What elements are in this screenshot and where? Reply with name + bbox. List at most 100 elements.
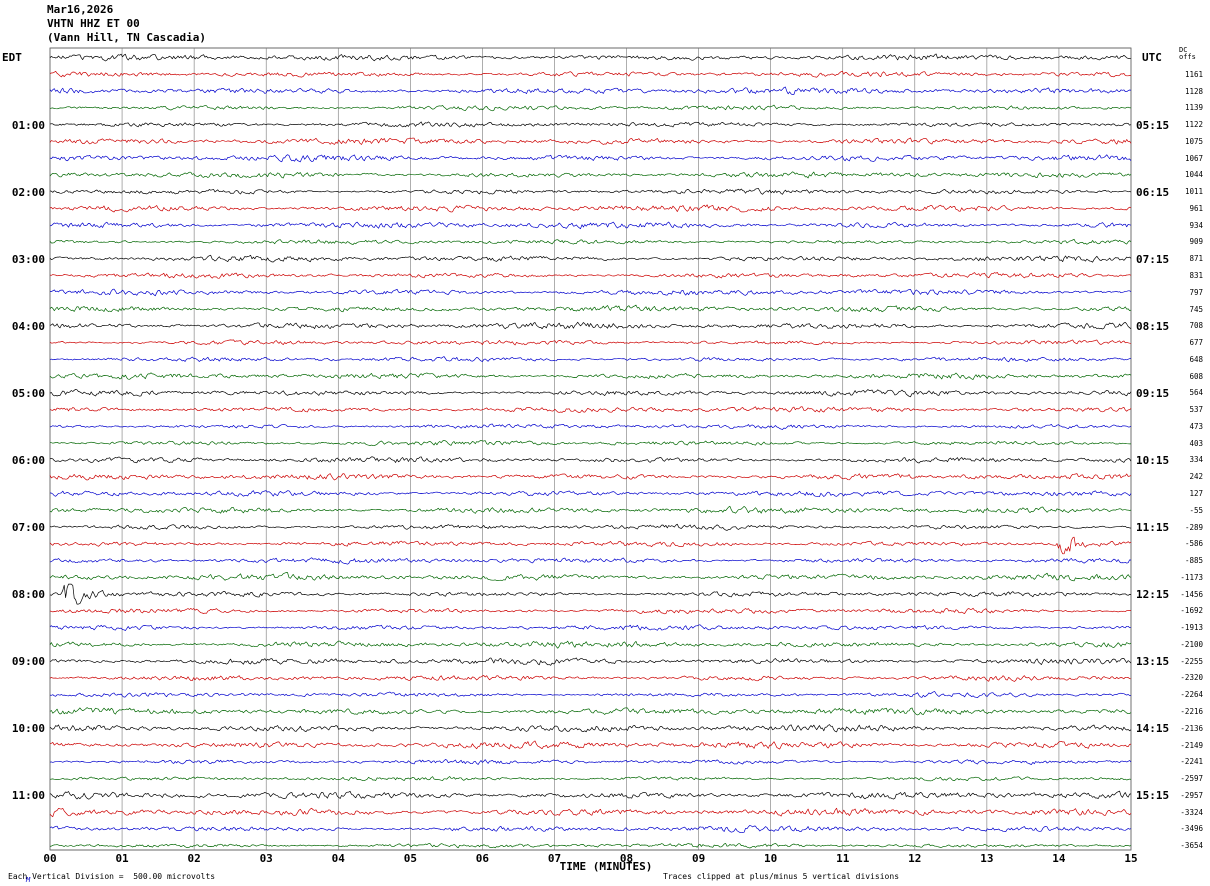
trace-row-25 <box>49 473 1132 481</box>
trace-row-27 <box>49 505 1132 514</box>
right-time-label-07:15: 07:15 <box>1136 252 1170 266</box>
right-time-label-05:15: 05:15 <box>1136 118 1170 132</box>
header-location: (Vann Hill, TN Cascadia) <box>47 31 206 44</box>
dc-offset-value: 127 <box>1189 489 1203 499</box>
x-tick-05: 05 <box>403 852 417 865</box>
trace-row-36 <box>49 657 1132 666</box>
left-time-label-05:00: 05:00 <box>11 386 45 400</box>
dc-offset-value: 1122 <box>1184 120 1203 130</box>
trace-row-41 <box>49 740 1132 750</box>
left-time-label-06:00: 06:00 <box>11 453 45 467</box>
right-time-label-09:15: 09:15 <box>1136 386 1170 400</box>
x-tick-07: 07 <box>547 852 562 865</box>
x-tick-10: 10 <box>764 852 778 865</box>
right-time-label-12:15: 12:15 <box>1136 588 1170 602</box>
x-tick-02: 02 <box>187 852 201 865</box>
dc-offset-value: 537 <box>1189 405 1203 415</box>
dc-offset-value: 1067 <box>1184 153 1203 163</box>
dc-offset-value: -1913 <box>1180 623 1203 633</box>
right-timezone-label: UTC <box>1142 51 1162 64</box>
x-tick-15: 15 <box>1124 852 1138 865</box>
dc-offset-value: -3496 <box>1180 824 1203 834</box>
dc-offset-header-line1: DC <box>1179 46 1188 54</box>
watermark: M <box>26 876 31 884</box>
trace-row-19 <box>49 372 1132 380</box>
trace-row-39 <box>49 707 1132 716</box>
trace-row-28 <box>49 523 1132 531</box>
dc-offset-value: 608 <box>1189 371 1203 381</box>
x-tick-11: 11 <box>836 852 850 865</box>
trace-row-26 <box>49 490 1132 498</box>
dc-offset-value: 708 <box>1189 321 1203 331</box>
trace-row-22 <box>49 423 1132 430</box>
trace-row-29 <box>49 536 1132 555</box>
dc-offset-value: -289 <box>1184 522 1203 532</box>
dc-offset-column-header: DC offs <box>1179 47 1196 61</box>
trace-row-31 <box>49 572 1132 582</box>
x-tick-00: 00 <box>43 852 57 865</box>
header-block: Mar16,2026 VHTN HHZ ET 00 (Vann Hill, TN… <box>47 3 206 45</box>
dc-offset-value: -1692 <box>1180 606 1203 616</box>
dc-offset-value: 745 <box>1189 304 1203 314</box>
trace-row-35 <box>49 640 1132 649</box>
trace-row-14 <box>49 288 1132 297</box>
trace-row-5 <box>49 137 1132 145</box>
x-tick-04: 04 <box>331 852 345 865</box>
dc-offset-value: -3654 <box>1180 841 1203 851</box>
trace-row-18 <box>49 356 1132 363</box>
trace-row-44 <box>49 790 1132 800</box>
dc-offset-value: 1128 <box>1184 86 1203 96</box>
dc-offset-value: -1456 <box>1180 589 1203 599</box>
right-time-label-10:15: 10:15 <box>1136 453 1170 467</box>
dc-offset-value: -3324 <box>1180 807 1203 817</box>
trace-row-12 <box>49 254 1132 263</box>
x-tick-12: 12 <box>908 852 922 865</box>
trace-row-37 <box>49 675 1132 682</box>
dc-offset-value: -2320 <box>1180 673 1203 683</box>
dc-offset-value: 648 <box>1189 354 1203 364</box>
x-tick-03: 03 <box>259 852 273 865</box>
dc-offset-value: 1044 <box>1184 170 1203 180</box>
trace-row-24 <box>49 456 1132 464</box>
left-time-label-02:00: 02:00 <box>11 185 45 199</box>
x-tick-08: 08 <box>619 852 634 865</box>
trace-row-16 <box>49 321 1132 330</box>
dc-offset-value: -885 <box>1184 556 1203 566</box>
dc-offset-value: 1161 <box>1184 69 1203 79</box>
left-time-label-08:00: 08:00 <box>11 588 45 602</box>
trace-row-0 <box>49 53 1132 62</box>
trace-row-43 <box>49 776 1132 782</box>
dc-offset-value: 797 <box>1189 287 1203 297</box>
dc-offset-value: -586 <box>1184 539 1203 549</box>
left-time-label-09:00: 09:00 <box>11 655 45 669</box>
dc-offset-value: -2241 <box>1180 757 1203 767</box>
x-tick-01: 01 <box>115 852 129 865</box>
trace-row-45 <box>49 807 1132 818</box>
dc-offset-value: 403 <box>1189 438 1203 448</box>
dc-offset-value: 1011 <box>1184 187 1203 197</box>
trace-row-32 <box>49 583 1132 605</box>
trace-row-9 <box>49 204 1132 213</box>
dc-offset-value: 909 <box>1189 237 1203 247</box>
dc-offset-value: -2255 <box>1180 656 1203 666</box>
trace-row-15 <box>49 304 1132 313</box>
left-time-label-10:00: 10:00 <box>11 722 45 736</box>
header-date: Mar16,2026 <box>47 3 114 16</box>
dc-offset-header-line2: offs <box>1179 53 1196 61</box>
dc-offset-value: -2957 <box>1180 790 1203 800</box>
trace-row-34 <box>49 624 1131 631</box>
left-time-label-04:00: 04:00 <box>11 319 45 333</box>
header-station: VHTN HHZ ET 00 <box>47 17 140 30</box>
left-time-label-03:00: 03:00 <box>11 252 45 266</box>
dc-offset-value: -2136 <box>1180 723 1203 733</box>
dc-offset-value: -2100 <box>1180 639 1203 649</box>
trace-row-4 <box>49 121 1132 128</box>
dc-offset-value: 1139 <box>1184 103 1203 113</box>
trace-row-38 <box>49 691 1132 699</box>
dc-offset-value: 564 <box>1189 388 1203 398</box>
dc-offset-value: -2264 <box>1180 690 1203 700</box>
trace-row-42 <box>49 759 1132 765</box>
dc-offset-value: 1075 <box>1184 136 1203 146</box>
trace-row-17 <box>49 339 1132 346</box>
dc-offset-value: 242 <box>1189 472 1203 482</box>
